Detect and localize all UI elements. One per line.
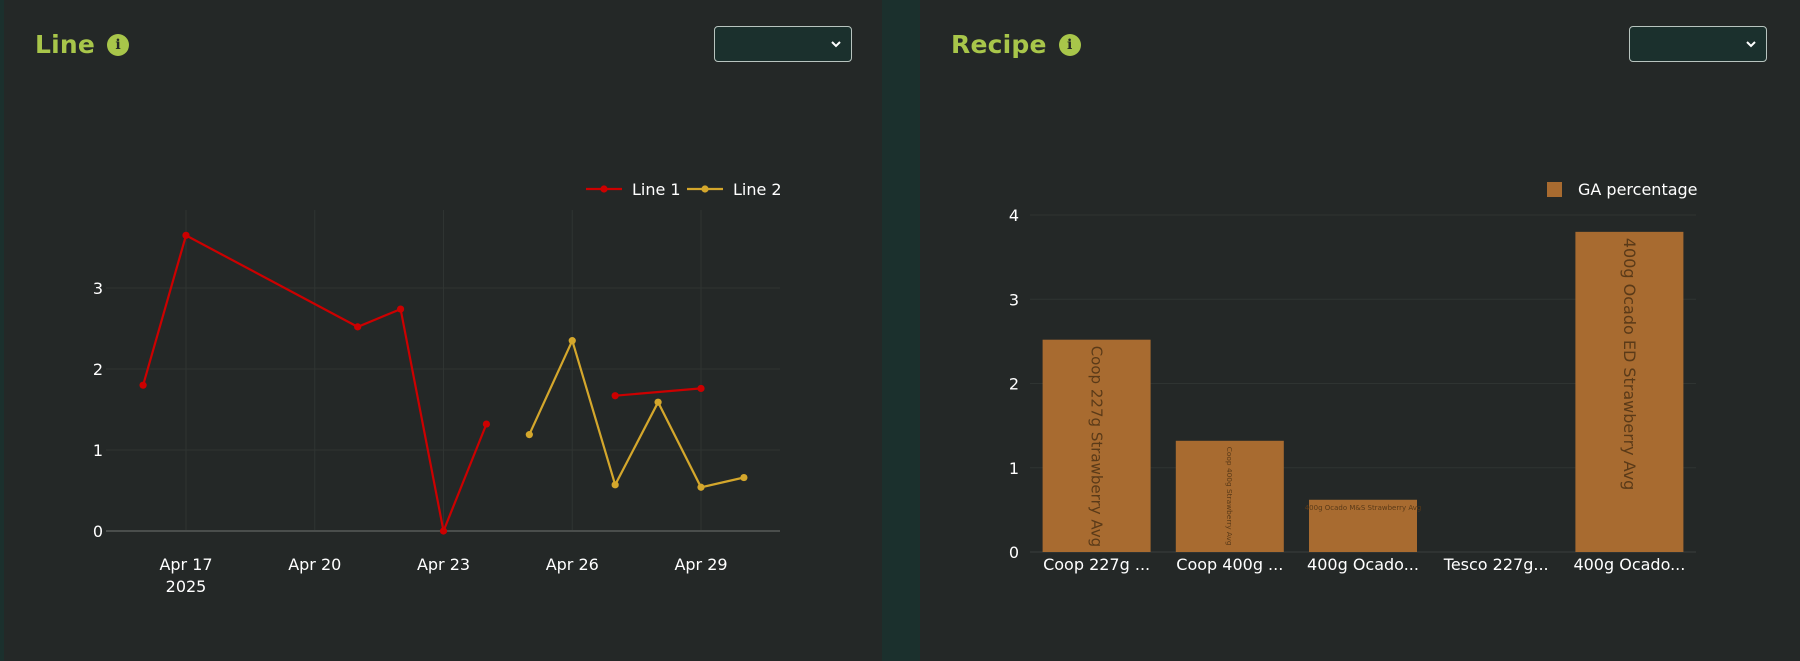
legend-swatch: [1547, 182, 1562, 197]
y-tick-label: 0: [93, 522, 103, 541]
x-tick-label: Apr 17: [159, 555, 212, 574]
data-point: [611, 392, 619, 400]
data-point: [396, 305, 405, 313]
x-tick-label: Coop 227g ...: [1043, 555, 1150, 574]
series-line: [142, 233, 488, 535]
y-tick-label: 2: [93, 360, 103, 379]
data-point: [139, 381, 147, 389]
legend-item: Line 2: [687, 180, 782, 199]
data-point: [654, 398, 662, 406]
data-point: [611, 481, 619, 489]
line-panel-title: Line: [35, 30, 96, 59]
y-tick-label: 1: [93, 441, 103, 460]
x-tick-label: 400g Ocado...: [1307, 555, 1419, 574]
x-tick-label: Apr 23: [417, 555, 470, 574]
x-tick-label: Apr 26: [546, 555, 599, 574]
legend-item: Line 1: [586, 180, 681, 199]
y-tick-label: 3: [93, 279, 103, 298]
series-line: [615, 387, 702, 397]
bar: [1175, 440, 1284, 552]
x-tick-sublabel: 2025: [166, 577, 207, 596]
recipe-panel-header: Recipe i: [951, 30, 1081, 59]
x-tick-label: Apr 29: [674, 555, 727, 574]
y-tick-label: 3: [1009, 290, 1019, 309]
data-point: [482, 420, 491, 428]
legend-marker: [701, 185, 709, 193]
data-point: [439, 527, 448, 535]
line-panel-header: Line i: [35, 30, 130, 59]
data-point: [697, 483, 705, 491]
line-panel-select[interactable]: [714, 26, 852, 62]
chevron-down-icon: [1746, 41, 1756, 48]
recipe-panel-select[interactable]: [1629, 26, 1767, 62]
x-tick-label: Coop 400g ...: [1176, 555, 1283, 574]
data-point: [182, 231, 190, 239]
x-tick-label: Tesco 227g...: [1443, 555, 1549, 574]
x-tick-label: Apr 20: [288, 555, 341, 574]
info-icon[interactable]: i: [107, 33, 130, 56]
y-tick-label: 1: [1009, 459, 1019, 478]
line-panel: Line i 0 1 2 3 Apr 17 2025 Apr 20 Apr 23 Apr 26 A…: [4, 0, 882, 661]
legend-item: GA percentage: [1547, 180, 1698, 199]
data-point: [568, 337, 576, 345]
chevron-down-icon: [831, 41, 841, 48]
bar-data-label: 400g Ocado ED Strawberry Avg: [1620, 238, 1639, 490]
legend-label: Line 2: [733, 180, 782, 199]
data-point: [697, 384, 705, 393]
series-line: [528, 337, 745, 489]
recipe-panel: Recipe i 0 1 2 3 4 Coop 227g Strawberry Avg Co…: [920, 0, 1800, 661]
bar-data-label: 400g Ocado M&S Strawberry Avg: [1305, 504, 1422, 512]
data-point: [740, 473, 748, 482]
bar-chart: 0 1 2 3 4 Coop 227g Strawberry Avg Coop 227g .…: [1009, 180, 1698, 574]
x-tick-label: 400g Ocado...: [1573, 555, 1685, 574]
bar-data-label: Coop 400g Strawberry Avg: [1225, 447, 1234, 546]
recipe-panel-title: Recipe: [951, 30, 1047, 59]
line-chart: 0 1 2 3 Apr 17 2025 Apr 20 Apr 23 Apr 26 Apr 29 Li…: [93, 180, 782, 596]
bar: [1575, 231, 1684, 552]
legend-label: GA percentage: [1578, 180, 1698, 199]
data-point: [354, 323, 362, 331]
y-tick-label: 4: [1009, 206, 1019, 225]
info-icon[interactable]: i: [1058, 33, 1081, 56]
legend-marker: [600, 185, 608, 193]
bar-data-label: Coop 227g Strawberry Avg: [1087, 346, 1105, 548]
y-tick-label: 0: [1009, 543, 1019, 562]
data-point: [525, 431, 533, 439]
y-tick-label: 2: [1009, 375, 1019, 394]
bar: [1042, 339, 1151, 552]
bar: [1309, 499, 1417, 552]
legend-label: Line 1: [632, 180, 681, 199]
